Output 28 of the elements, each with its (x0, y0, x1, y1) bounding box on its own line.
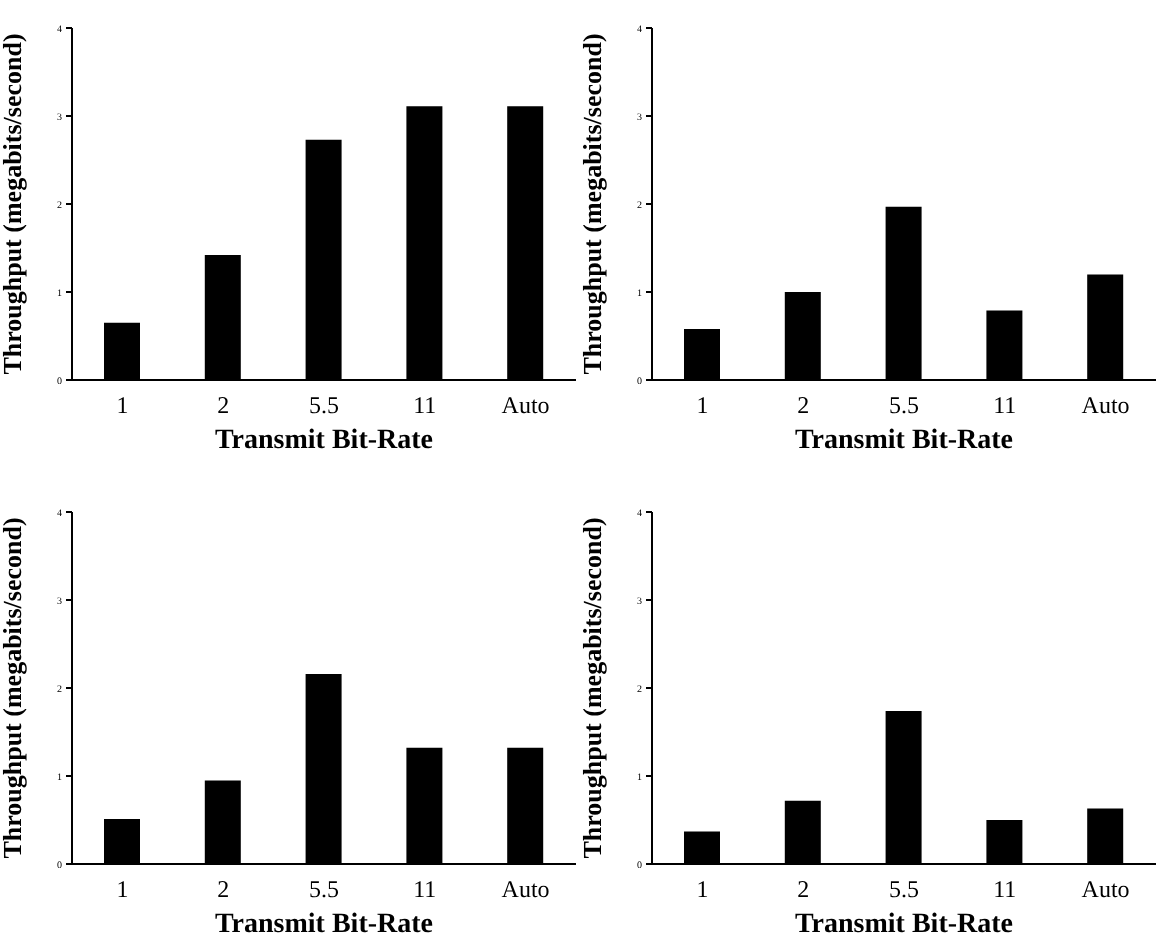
x-axis-title: Transmit Bit-Rate (795, 910, 1013, 940)
x-axis-title: Transmit Bit-Rate (215, 910, 433, 940)
x-tick-label: 11 (993, 875, 1017, 904)
y-axis-title: Throughput (megabits/second) (0, 517, 28, 859)
x-tick-label: 1 (116, 875, 129, 904)
x-tick-label: 2 (797, 391, 810, 420)
x-axis-title: Transmit Bit-Rate (215, 426, 433, 456)
x-tick-label: 2 (217, 391, 230, 420)
x-tick-label: 5.5 (889, 391, 919, 420)
x-tick-label: 1 (696, 875, 709, 904)
y-axis-title: Throughput (megabits/second) (577, 517, 608, 859)
x-tick-label: 2 (797, 875, 810, 904)
x-tick-label: 2 (217, 875, 230, 904)
x-tick-label: 11 (413, 391, 437, 420)
x-tick-label: 5.5 (309, 391, 339, 420)
x-axis-title: Transmit Bit-Rate (795, 426, 1013, 456)
x-tick-label: 1 (696, 391, 709, 420)
x-tick-label: 11 (993, 391, 1017, 420)
x-tick-label: 1 (116, 391, 129, 420)
x-tick-label: 11 (413, 875, 437, 904)
y-axis-title: Throughput (megabits/second) (0, 33, 28, 375)
x-tick-label: 5.5 (309, 875, 339, 904)
y-axis-title: Throughput (megabits/second) (577, 33, 608, 375)
x-tick-label: Auto (501, 875, 550, 904)
x-tick-label: Auto (501, 391, 550, 420)
x-tick-label: 5.5 (889, 875, 919, 904)
x-tick-label: Auto (1081, 875, 1130, 904)
x-tick-label: Auto (1081, 391, 1130, 420)
